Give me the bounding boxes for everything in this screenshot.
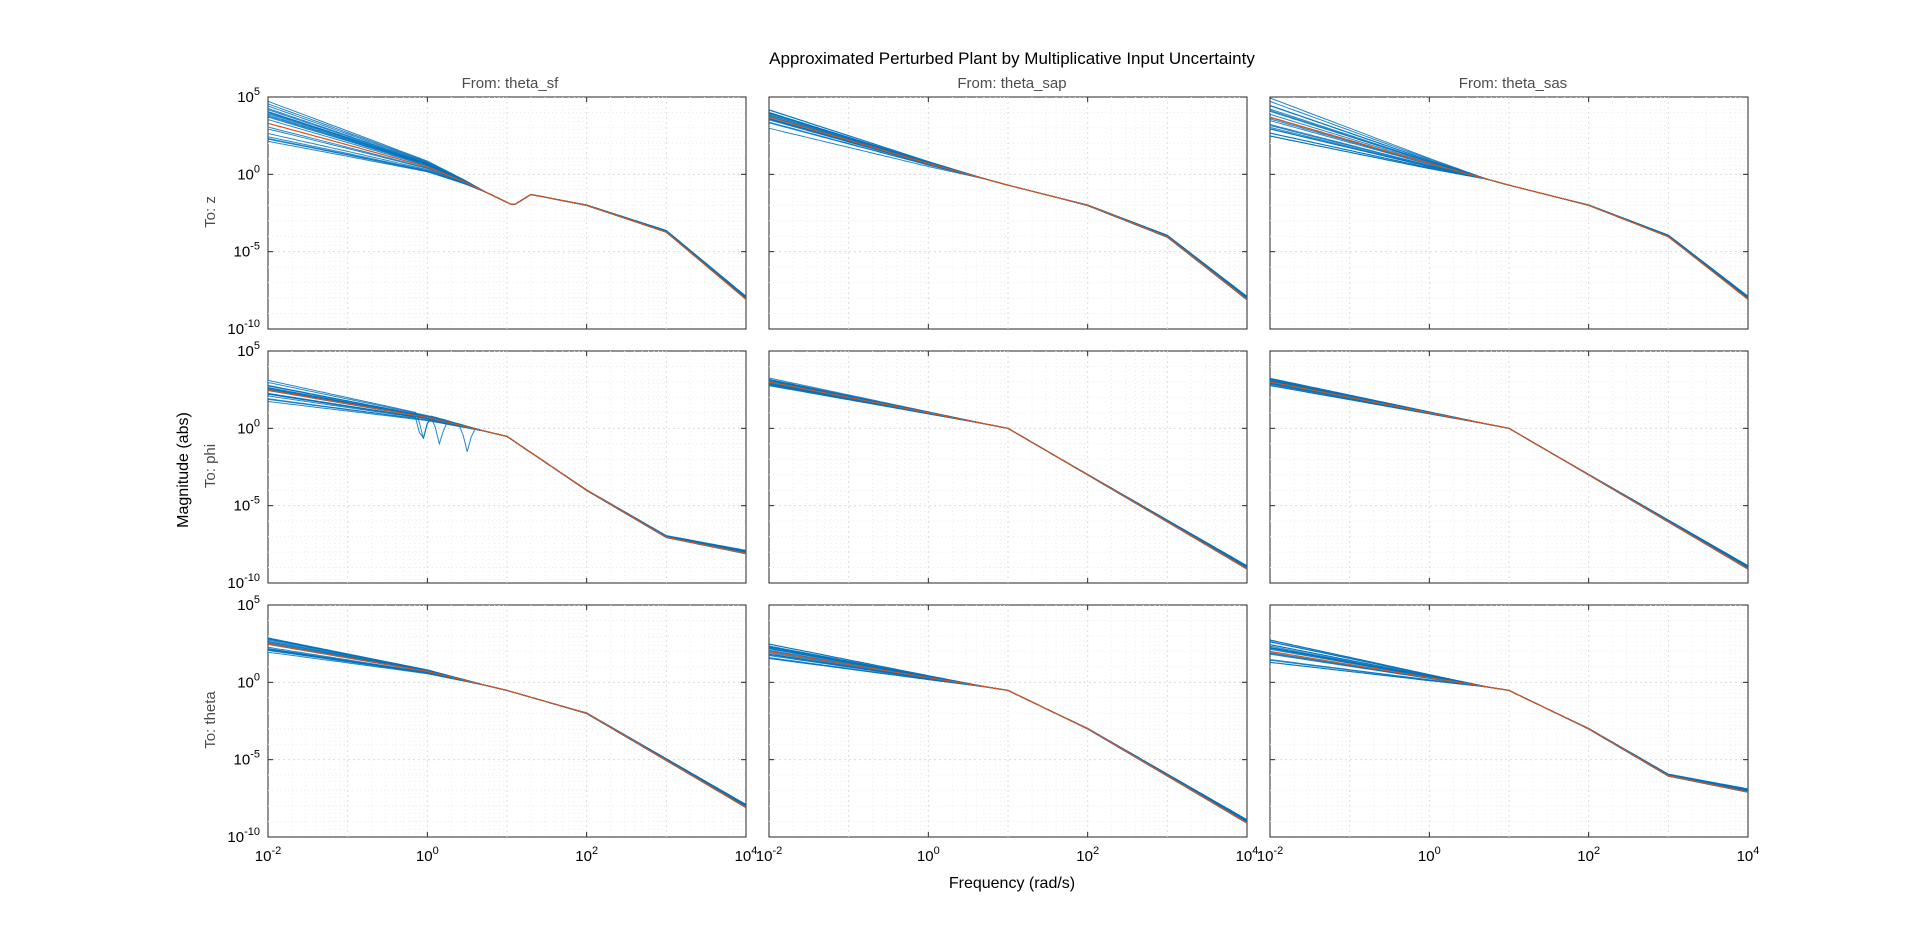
response-curves	[769, 377, 1247, 570]
grid-lines	[769, 97, 1247, 329]
x-tick-label: 100	[1418, 845, 1441, 865]
y-tick-label: 100	[237, 417, 260, 437]
tick-marks	[1269, 96, 1749, 330]
tick-marks	[267, 604, 747, 838]
row-title-z: To: z	[202, 196, 219, 228]
panel-r1-c2	[1269, 350, 1749, 584]
response-curves	[268, 637, 746, 809]
x-tick-label: 10-2	[255, 845, 281, 865]
chart-title: Approximated Perturbed Plant by Multipli…	[769, 49, 1255, 68]
response-curves	[769, 109, 1247, 301]
x-tick-label: 10-2	[1257, 845, 1283, 865]
row-titles: To: z To: phi To: theta	[202, 196, 219, 749]
tick-marks	[768, 350, 1248, 584]
panel-r1-c0: 105 100 10-5 10-10	[227, 340, 747, 592]
x-tick-label: 100	[416, 845, 439, 865]
column-title-theta-sf: From: theta_sf	[462, 75, 560, 92]
panel-r0-c2	[1269, 96, 1749, 330]
response-curves	[268, 379, 746, 555]
grid-lines	[268, 351, 746, 583]
nominal-response-line	[769, 650, 1247, 824]
x-axis-label: Frequency (rad/s)	[949, 875, 1075, 892]
panel-r2-c2: 10-2 100 102 104	[1257, 604, 1760, 865]
x-tick-label: 10-2	[756, 845, 782, 865]
tick-marks	[768, 96, 1248, 330]
tick-marks	[1269, 604, 1749, 838]
y-tick-label: 10-10	[227, 572, 260, 592]
column-titles: From: theta_sf From: theta_sap From: the…	[462, 75, 1568, 92]
panel-r1-c1	[768, 350, 1248, 584]
x-tick-label: 100	[917, 845, 940, 865]
row-title-phi: To: phi	[202, 444, 219, 488]
response-curves	[1270, 639, 1748, 793]
panel-grid: 10510010-510-1010510010-510-1010510010-5…	[227, 86, 1759, 865]
x-tick-label: 102	[1076, 845, 1099, 865]
y-tick-label: 10-5	[234, 495, 260, 515]
y-tick-label: 105	[237, 594, 260, 614]
y-tick-label: 10-5	[234, 749, 260, 769]
y-axis-label: Magnitude (abs)	[175, 412, 192, 528]
y-tick-label: 10-5	[234, 241, 260, 261]
nominal-response-line	[268, 122, 746, 300]
panel-r0-c1	[768, 96, 1248, 330]
column-title-theta-sas: From: theta_sas	[1459, 75, 1567, 92]
tick-marks	[267, 350, 747, 584]
response-curves	[268, 100, 746, 300]
grid-lines	[1270, 97, 1748, 329]
nominal-response-line	[769, 381, 1247, 570]
y-tick-label: 10-10	[227, 826, 260, 846]
x-tick-label: 102	[1577, 845, 1600, 865]
grid-lines	[769, 605, 1247, 837]
nominal-response-line	[769, 116, 1247, 300]
x-tick-label: 104	[1236, 845, 1259, 865]
y-tick-label: 100	[237, 671, 260, 691]
nominal-response-line	[1270, 116, 1748, 300]
nominal-response-line	[1270, 650, 1748, 793]
nominal-response-line	[1270, 381, 1748, 570]
y-tick-label: 105	[237, 86, 260, 106]
column-title-theta-sap: From: theta_sap	[957, 75, 1066, 92]
x-tick-label: 102	[575, 845, 598, 865]
x-tick-label: 104	[735, 845, 758, 865]
nominal-response-line	[268, 643, 746, 809]
nominal-response-line	[268, 389, 746, 555]
y-tick-label: 105	[237, 340, 260, 360]
panel-r2-c1: 10-2 100 102 104	[756, 604, 1259, 865]
tick-marks	[768, 604, 1248, 838]
grid-lines	[1270, 351, 1748, 583]
response-curves	[769, 643, 1247, 824]
y-tick-label: 100	[237, 163, 260, 183]
row-title-theta: To: theta	[202, 691, 219, 749]
grid-lines	[268, 605, 746, 837]
tick-marks	[267, 96, 747, 330]
response-curves	[1270, 377, 1748, 570]
grid-lines	[1270, 605, 1748, 837]
y-tick-label: 10-10	[227, 318, 260, 338]
panel-r0-c0: 105 100 10-5 10-10	[227, 86, 747, 338]
response-curves	[1270, 97, 1748, 300]
x-tick-label: 104	[1737, 845, 1760, 865]
grid-lines	[268, 97, 746, 329]
tick-marks	[1269, 350, 1749, 584]
